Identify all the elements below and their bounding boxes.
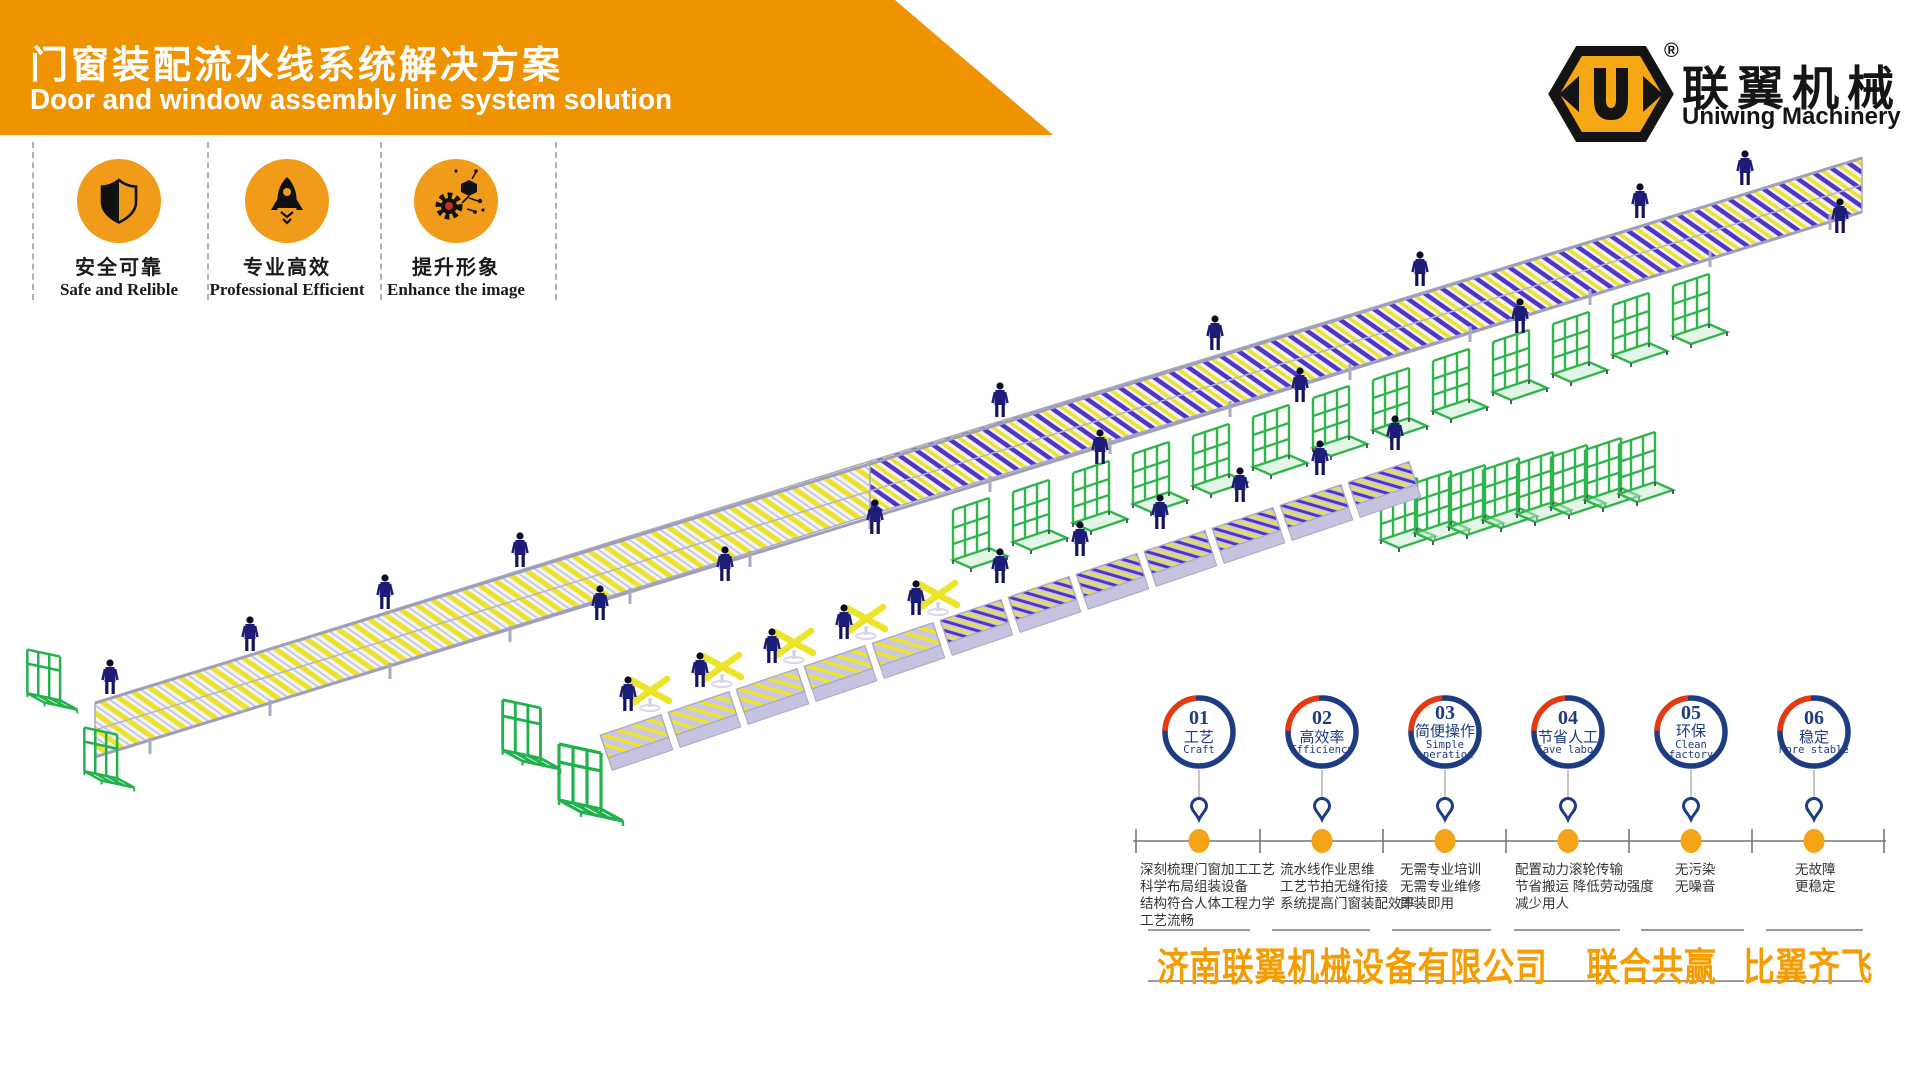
desc-line: 系统提高门窗装配效率	[1280, 896, 1415, 911]
timeline-dots	[1188, 829, 1825, 853]
rocket-icon	[245, 159, 329, 243]
desc-line: 科学布局组装设备	[1140, 879, 1248, 894]
step-number: 01	[1189, 707, 1209, 730]
feature-image: 提升形象 Enhance the image	[371, 158, 541, 300]
desc-line: 工艺节拍无缝衔接	[1280, 879, 1388, 894]
desc-line: 结构符合人体工程力学	[1140, 896, 1275, 911]
feature-label-zh: 安全可靠	[75, 257, 163, 279]
step-desc-05: 无污染 无噪音	[1675, 861, 1716, 895]
divider	[380, 142, 382, 300]
step-number: 06	[1804, 707, 1824, 730]
gear-network-icon	[414, 159, 498, 243]
step-label-zh: 工艺	[1183, 728, 1214, 746]
slogan-2: 比翼齐飞	[1743, 944, 1874, 989]
desc-line: 配置动力滚轮传输	[1515, 862, 1623, 877]
desc-line: 无故障	[1795, 862, 1836, 877]
feature-label-en: Enhance the image	[387, 280, 525, 299]
timeline-step-05: 05 环保 Clean factory	[1651, 692, 1731, 772]
desc-line: 流水线作业思维	[1280, 862, 1375, 877]
timeline-step-06: 06 稳定 More stable	[1774, 692, 1854, 772]
step-desc-01: 深刻梳理门窗加工工艺 科学布局组装设备 结构符合人体工程力学 工艺流畅	[1140, 861, 1275, 929]
desc-line: 减少用人	[1515, 896, 1569, 911]
registered-trademark: ®	[1664, 40, 1679, 62]
desc-line: 无污染	[1675, 862, 1716, 877]
timeline-step-02: 02 高效率 Efficiency	[1282, 692, 1362, 772]
desc-line: 深刻梳理门窗加工工艺	[1140, 862, 1275, 877]
main-roller-conveyor	[94, 156, 1863, 759]
logo-name-zh: 联翼机械	[1682, 62, 1902, 115]
uniwing-logo-icon	[1548, 46, 1674, 142]
company-name: 济南联翼机械设备有限公司	[1157, 944, 1548, 989]
page-title-en: Door and window assembly line system sol…	[30, 84, 672, 116]
logo-name-en: Uniwing Machinery	[1682, 103, 1901, 130]
timeline-step-01: 01 工艺 Craft	[1159, 692, 1239, 772]
step-label-en: Craft	[1183, 743, 1215, 756]
step-label-en: Clean factory	[1668, 738, 1714, 762]
step-number: 02	[1312, 707, 1332, 730]
step-number: 03	[1435, 701, 1455, 724]
step-number: 05	[1681, 701, 1701, 724]
step-label-zh: 节省人工	[1537, 728, 1598, 746]
desc-line: 无需专业维修	[1400, 879, 1481, 894]
divider	[555, 142, 557, 300]
desc-line: 无噪音	[1675, 879, 1716, 894]
feature-label-en: Professional Efficient	[209, 280, 365, 299]
divider	[207, 142, 209, 300]
desc-line: 节省搬运 降低劳动强度	[1515, 879, 1654, 894]
feature-label-zh: 提升形象	[412, 257, 500, 279]
desc-line: 工艺流畅	[1140, 913, 1194, 928]
title-banner: 门窗装配流水线系统解决方案 Door and window assembly l…	[0, 0, 1053, 135]
shield-icon	[77, 159, 161, 243]
step-number: 04	[1558, 707, 1578, 730]
timeline-step-03: 03 简便操作 Simple operation	[1405, 692, 1485, 772]
footer-dash-rules	[1148, 929, 1863, 982]
step-desc-03: 无需专业培训 无需专业维修 即装即用	[1400, 861, 1481, 912]
step-connectors	[1198, 770, 1815, 798]
desc-line: 即装即用	[1400, 896, 1454, 911]
feature-professional: 专业高效 Professional Efficient	[202, 158, 372, 300]
page-title-zh: 门窗装配流水线系统解决方案	[30, 45, 564, 87]
slogan-1: 联合共赢	[1586, 944, 1717, 989]
glass-rack-cluster	[1379, 430, 1675, 554]
step-label-zh: 高效率	[1299, 728, 1345, 746]
step-label-en: Simple operation	[1416, 738, 1474, 762]
step-desc-02: 流水线作业思维 工艺节拍无缝衔接 系统提高门窗装配效率	[1280, 861, 1415, 912]
step-label-en: Efficiency	[1290, 743, 1354, 756]
desc-line: 更稳定	[1795, 879, 1836, 894]
timeline-step-04: 04 节省人工 Save labor	[1528, 692, 1608, 772]
step-label-zh: 环保	[1675, 723, 1706, 741]
step-desc-06: 无故障 更稳定	[1795, 861, 1836, 895]
step-label-zh: 简便操作	[1414, 723, 1475, 741]
feature-label-en: Safe and Relible	[59, 280, 179, 299]
step-label-en: More stable	[1779, 743, 1849, 756]
feature-safe: 安全可靠 Safe and Relible	[34, 158, 204, 300]
step-label-en: Save labor	[1536, 743, 1600, 756]
step-label-zh: 稳定	[1798, 728, 1829, 746]
desc-line: 无需专业培训	[1400, 862, 1481, 877]
timeline-rail	[1133, 770, 1886, 853]
step-desc-04: 配置动力滚轮传输 节省搬运 降低劳动强度 减少用人	[1515, 861, 1654, 912]
pin-icons	[1189, 797, 1824, 824]
divider	[32, 142, 34, 300]
feature-label-zh: 专业高效	[243, 257, 331, 279]
footer-slogan: 济南联翼机械设备有限公司 联合共赢 比翼齐飞	[1157, 936, 1873, 992]
